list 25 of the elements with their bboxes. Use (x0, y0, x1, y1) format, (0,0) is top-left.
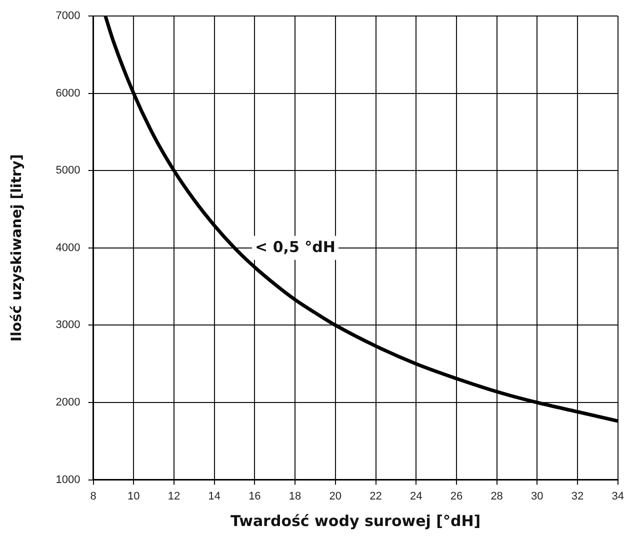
y-tick-label: 3000 (56, 319, 80, 332)
x-tick-label: 8 (90, 490, 96, 502)
x-axis-title: Twardość wody surowej [°dH] (230, 512, 481, 530)
x-tick-label: 32 (571, 490, 584, 502)
x-tick-label: 16 (248, 490, 261, 502)
x-tick-label: 18 (288, 490, 302, 502)
x-tick-label: 34 (612, 490, 624, 502)
y-tick-label: 5000 (56, 164, 80, 177)
x-tick-label: 26 (450, 490, 463, 502)
x-tick-label: 10 (128, 490, 140, 502)
y-tick-label: 4000 (56, 242, 80, 254)
y-tick-label: 2000 (56, 396, 80, 409)
line-series (104, 16, 618, 423)
x-tick-label: 24 (410, 490, 422, 502)
x-tick-label: 20 (329, 490, 342, 502)
annotation: < 0,5 °dH (255, 238, 336, 256)
y-tick-label: 1000 (56, 474, 80, 486)
x-tick-label: 14 (208, 490, 220, 502)
y-tick-label: 6000 (56, 87, 80, 100)
x-tick-label: 22 (370, 490, 382, 502)
x-tick-label: 28 (490, 490, 503, 502)
x-tick-label: 30 (531, 490, 544, 502)
y-axis-title: Ilość uzyskiwanej [litry] (9, 154, 26, 342)
x-tick-label: 12 (168, 490, 180, 502)
y-tick-label: 7000 (56, 10, 80, 22)
